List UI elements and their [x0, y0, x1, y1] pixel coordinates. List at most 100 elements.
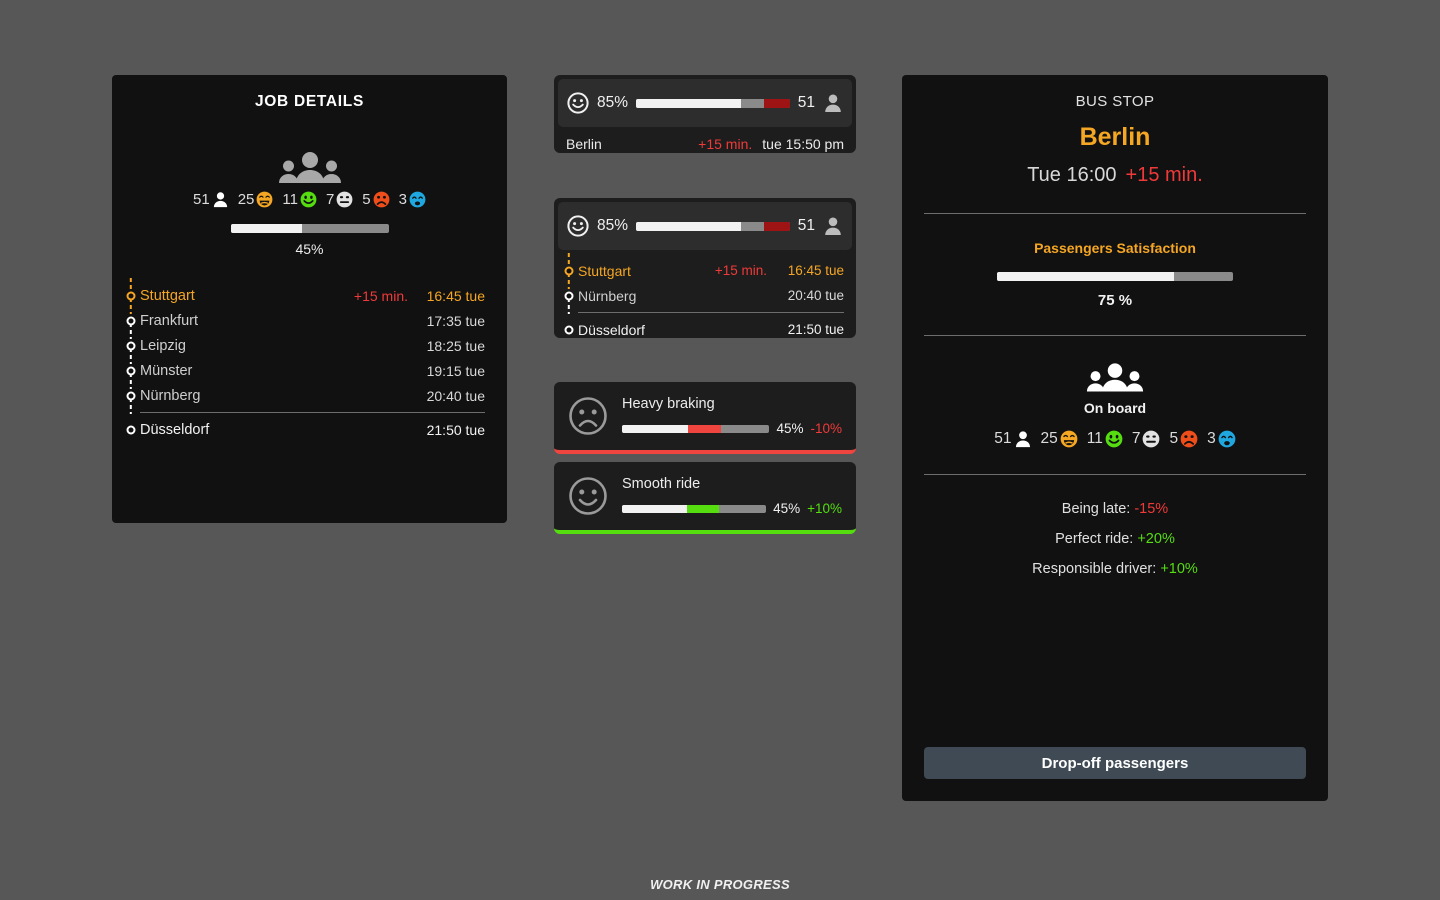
stop-name: Münster — [140, 362, 193, 379]
smiling-face-icon — [300, 191, 317, 208]
mood-group-0: 25 — [1041, 430, 1078, 448]
stop-time: 21:50 tue — [787, 322, 844, 337]
stop-marker — [124, 358, 138, 389]
job-details-panel: JOB DETAILS 51 25 11 — [112, 75, 507, 523]
bus-stop-kicker: BUS STOP — [1075, 93, 1155, 110]
stop-name: Nürnberg — [578, 287, 637, 304]
mood-count: 3 — [398, 191, 407, 208]
feedback-card-heavy-braking[interactable]: Heavy braking 45% -10% — [554, 382, 856, 454]
route-stop-row[interactable]: Stuttgart +15 min. 16:45 tue — [564, 253, 844, 289]
happy-face-outline-icon — [569, 477, 607, 515]
person-icon — [1015, 431, 1030, 448]
rail-segment-up — [567, 253, 571, 268]
progress-track — [636, 221, 790, 231]
mood-count: 25 — [237, 191, 255, 208]
stop-marker — [124, 383, 138, 414]
people-group-icon — [278, 152, 341, 183]
stop-time: 21:50 tue — [426, 421, 485, 438]
stop-delay: +15 min. — [353, 287, 408, 304]
stop-dot — [564, 325, 574, 334]
feedback-meter: 45% -10% — [622, 421, 842, 436]
feedback-inner: Heavy braking 45% -10% — [554, 382, 856, 450]
route-divider — [140, 412, 485, 413]
stop-time: 16:45 tue — [787, 263, 844, 278]
person-icon — [825, 217, 841, 235]
neutral-face-icon — [1143, 430, 1160, 448]
feedback-inner: Smooth ride 45% +10% — [554, 462, 856, 530]
smiling-face-icon — [1105, 430, 1123, 448]
satisfaction-label: Passengers Satisfaction — [1034, 240, 1196, 256]
route-stop-row[interactable]: Stuttgart +15 min. 16:45 tue — [126, 278, 485, 314]
frowning-face-icon — [373, 191, 390, 208]
progress-track — [636, 98, 790, 108]
passenger-count: 51 — [797, 94, 815, 111]
stop-time: tue 15:50 pm — [762, 136, 844, 152]
frowning-face-icon — [1180, 430, 1198, 448]
mood-count: 7 — [1131, 430, 1141, 447]
bonus-row-perfect-ride: Perfect ride: +20% — [924, 531, 1306, 547]
stop-name: Nürnberg — [140, 387, 201, 404]
mood-group-1: 11 — [1087, 430, 1123, 448]
bonus-label: Being late: — [1061, 501, 1131, 517]
bus-stop-delay: +15 min. — [1125, 164, 1203, 186]
rail-segment-down — [129, 373, 133, 389]
satisfaction-summary-card[interactable]: 85% 51 Berlin +15 min. tue 15:50 pm — [554, 75, 856, 153]
route-stop-row[interactable]: Frankfurt 17:35 tue — [126, 308, 485, 339]
route-stop-row[interactable]: Nürnberg 20:40 tue — [126, 383, 485, 414]
onboard-label: On board — [1083, 400, 1147, 416]
stop-dot — [126, 391, 136, 400]
feedback-percent: 45% — [773, 501, 801, 516]
feedback-body: Heavy braking 45% -10% — [622, 396, 842, 436]
crying-face-icon — [409, 191, 426, 208]
drop-off-passengers-button[interactable]: Drop-off passengers — [924, 747, 1306, 779]
stop-name: Stuttgart — [140, 287, 195, 304]
route-stop-row[interactable]: Düsseldorf 21:50 tue — [564, 317, 844, 338]
route-stop-list: Stuttgart +15 min. 16:45 tue Frankfurt 17:35… — [112, 278, 507, 442]
mood-group-3: 5 — [362, 191, 390, 208]
stop-dot — [126, 425, 136, 434]
stop-name: Düsseldorf — [578, 321, 645, 338]
rail-segment-down — [567, 298, 571, 314]
stop-dot — [126, 341, 136, 350]
route-stop-row[interactable]: Leipzig 18:25 tue — [126, 333, 485, 364]
stop-marker — [124, 278, 138, 314]
stop-dot — [126, 366, 136, 375]
stop-dot — [126, 316, 136, 325]
page-title: JOB DETAILS — [254, 93, 365, 110]
progress-track — [622, 504, 767, 513]
satisfaction-bar — [997, 272, 1233, 281]
mood-group-1: 11 — [282, 191, 317, 208]
satisfaction-bar — [636, 98, 790, 108]
bonus-row-responsible-driver: Responsible driver: +10% — [924, 561, 1306, 577]
route-stop-row[interactable]: Nürnberg 20:40 tue — [564, 283, 844, 314]
mood-group-0: 25 — [238, 191, 274, 208]
stop-time: 18:25 tue — [426, 337, 485, 354]
mood-group-4: 3 — [399, 191, 426, 208]
feedback-card-smooth-ride[interactable]: Smooth ride 45% +10% — [554, 462, 856, 534]
stop-name: Berlin — [566, 136, 602, 152]
sad-face-outline-icon — [569, 397, 607, 435]
next-stop-row: Berlin +15 min. tue 15:50 pm — [554, 131, 856, 153]
feedback-label: Smooth ride — [622, 476, 701, 492]
passenger-count-group: 51 — [193, 191, 229, 208]
route-stop-row[interactable]: Münster 19:15 tue — [126, 358, 485, 389]
person-icon — [213, 192, 227, 208]
route-stop-row[interactable]: Düsseldorf 21:50 tue — [126, 417, 485, 442]
stop-marker — [562, 317, 576, 338]
bus-stop-time: Tue 16:00 — [1027, 164, 1117, 186]
satisfaction-header: 85% 51 — [558, 202, 852, 250]
mood-group-3: 5 — [1169, 430, 1198, 448]
route-divider — [578, 312, 844, 313]
progress-fill — [997, 272, 1174, 281]
mood-count: 25 — [1040, 430, 1058, 447]
bonus-value: -15% — [1134, 501, 1169, 517]
stop-time: 17:35 tue — [426, 312, 485, 329]
rail-segment-down — [129, 348, 133, 364]
satisfaction-bar — [636, 221, 790, 231]
satisfaction-route-card[interactable]: 85% 51 Stuttgart +15 min. 16:45 tue Nürnber… — [554, 198, 856, 338]
neutral-face-icon — [336, 191, 353, 208]
onboard-mood-row: 51 25 11 7 — [924, 430, 1306, 448]
bus-stop-panel: BUS STOP Berlin Tue 16:00 +15 min. Passen… — [902, 75, 1328, 801]
grinning-face-icon — [1060, 430, 1078, 448]
divider — [924, 474, 1306, 475]
